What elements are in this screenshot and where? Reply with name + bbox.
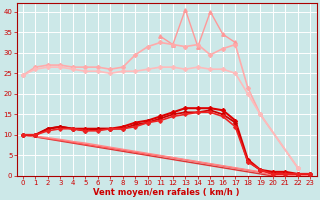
X-axis label: Vent moyen/en rafales ( km/h ): Vent moyen/en rafales ( km/h ) <box>93 188 240 197</box>
